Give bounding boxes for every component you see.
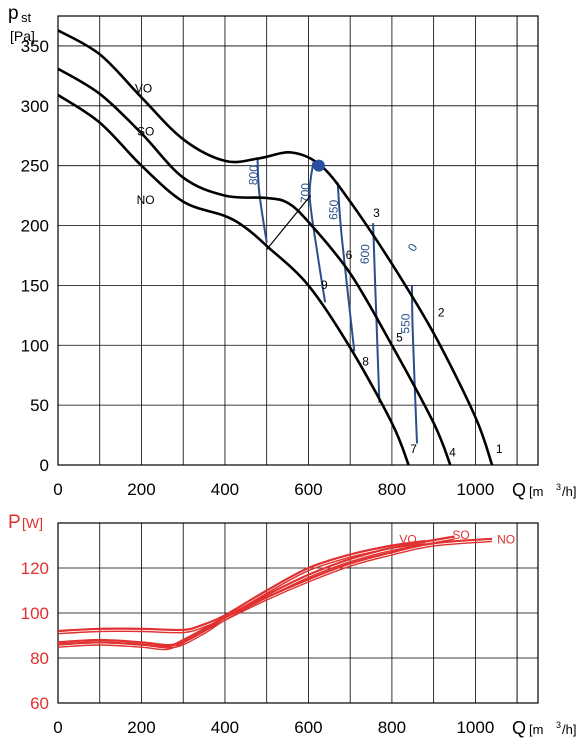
point-label: 4 [449, 446, 456, 460]
series-label-so: SO [137, 125, 154, 139]
y-axis-label: p [8, 3, 19, 24]
x-tick-label: 1000 [456, 718, 494, 737]
rpm-line [308, 161, 327, 303]
y-tick-label: 150 [21, 276, 49, 295]
y-axis-unit: [Pa] [10, 28, 35, 44]
y-axis-unit: [W] [22, 515, 43, 531]
y-tick-label: 300 [21, 97, 49, 116]
x-axis-unit-sup: 3 [556, 720, 561, 730]
series-line-so [57, 67, 452, 466]
x-tick-label: 800 [378, 480, 406, 499]
rpm-line [256, 157, 268, 243]
series-line-no-band [57, 540, 493, 651]
series-line-vo [57, 29, 494, 466]
x-axis-label: Q [512, 480, 526, 500]
rpm-line [336, 182, 356, 352]
x-axis-label: Q [512, 718, 526, 738]
y-axis-label-sub: st [21, 10, 32, 25]
series-label-no: NO [497, 532, 515, 546]
x-tick-label: 800 [378, 718, 406, 737]
x-axis-unit: [m [529, 722, 543, 737]
x-axis-unit-end: /h] [562, 484, 576, 499]
rpm-line-label: 700 [298, 182, 313, 203]
x-tick-label: 600 [294, 480, 322, 499]
series-label-vo: VO [135, 82, 152, 96]
point-label: 6 [346, 248, 353, 262]
series-label-no: NO [137, 193, 155, 207]
x-tick-label: 0 [53, 718, 62, 737]
y-tick-label: 120 [21, 559, 49, 578]
y-tick-label: 0 [40, 456, 49, 475]
x-tick-label: 1000 [456, 480, 494, 499]
x-tick-label: 200 [127, 480, 155, 499]
x-tick-label: 600 [294, 718, 322, 737]
x-tick-label: 400 [211, 718, 239, 737]
rpm-line-label: 600 [358, 244, 373, 265]
y-tick-label: 100 [21, 336, 49, 355]
point-label: 3 [373, 206, 380, 220]
system-line [266, 195, 311, 250]
series-label-so: SO [452, 528, 469, 542]
y-tick-label: 60 [30, 694, 49, 713]
point-label: 1 [496, 442, 503, 456]
series-line-vo [57, 539, 426, 633]
x-tick-label: 0 [53, 480, 62, 499]
series-line-no [57, 93, 410, 466]
plot-frame [57, 15, 539, 466]
y-tick-label: 350 [21, 37, 49, 56]
y-tick-label: 200 [21, 217, 49, 236]
plot-frame [57, 522, 539, 704]
point-label: 7 [410, 442, 417, 456]
rpm-line [372, 223, 381, 403]
y-tick-label: 50 [30, 396, 49, 415]
point-label: 5 [396, 331, 403, 345]
x-axis-unit-sup: 3 [556, 482, 561, 492]
rpm-extra-label: 0 [405, 241, 421, 254]
rpm-line-label: 650 [326, 199, 341, 220]
point-label: 8 [362, 355, 369, 369]
operating-point-marker [312, 159, 325, 172]
y-tick-label: 80 [30, 649, 49, 668]
x-axis-unit: [m [529, 484, 543, 499]
series-line-no [57, 537, 493, 649]
y-tick-label: 100 [21, 604, 49, 623]
x-tick-label: 200 [127, 718, 155, 737]
point-label: 2 [438, 306, 445, 320]
point-label: 9 [321, 278, 328, 292]
y-tick-label: 250 [21, 157, 49, 176]
x-axis-unit-end: /h] [562, 722, 576, 737]
rpm-line-label: 550 [398, 313, 413, 334]
rpm-line-label: 800 [246, 165, 261, 186]
rpm-line [410, 285, 418, 444]
x-tick-label: 400 [211, 480, 239, 499]
y-axis-label: P [8, 512, 21, 533]
